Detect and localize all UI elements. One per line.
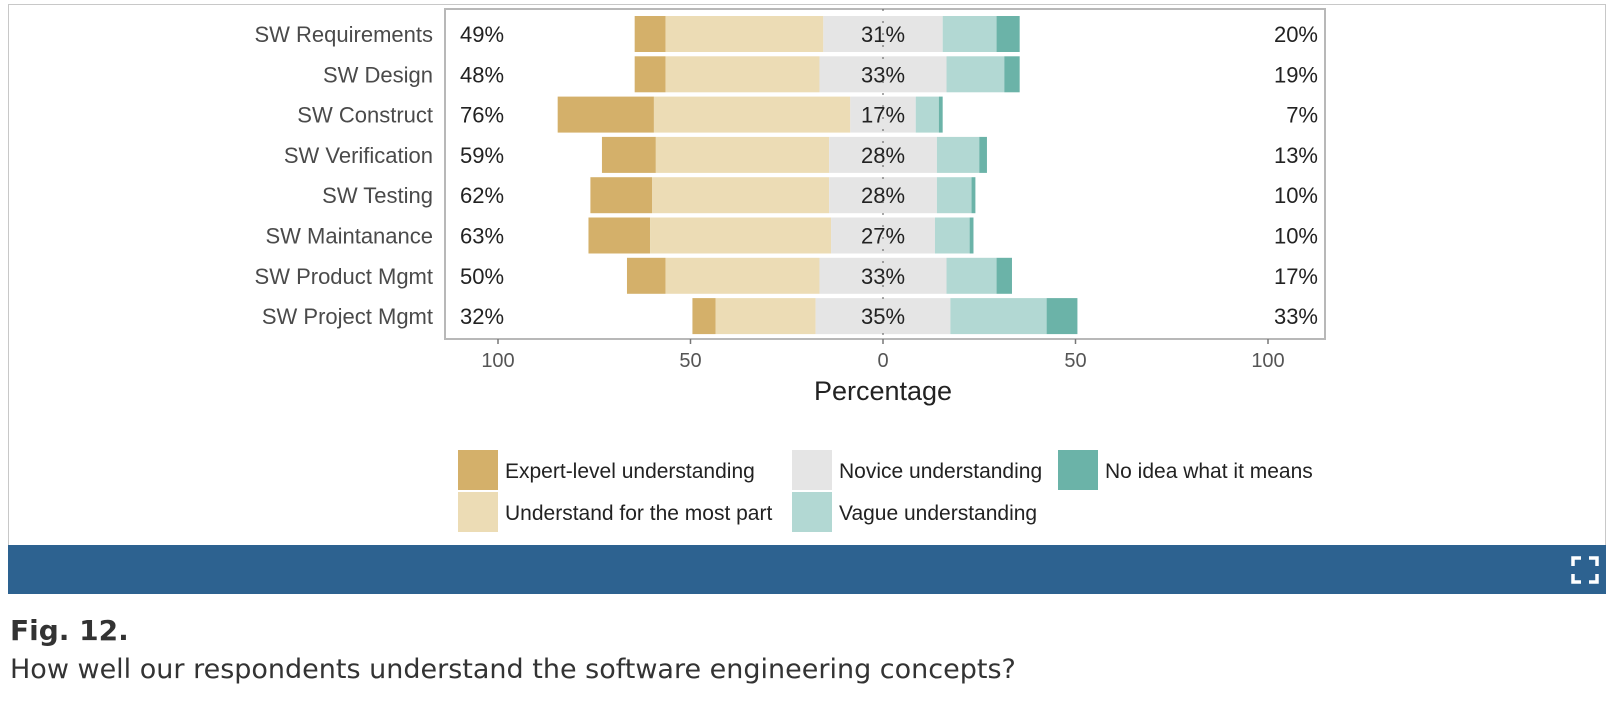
bar-sw-verification-no-idea-what-it-means (979, 136, 987, 173)
right-percent-label: 7% (1286, 103, 1318, 128)
figure-frame: SW Requirements SW Design SW Construct SW V… (8, 4, 1606, 594)
center-percent-label: 33% (861, 62, 905, 87)
bar-sw-requirements-vague-understanding (942, 16, 997, 52)
bar-sw-product-mgmt-understand-for-the-most-part (665, 257, 820, 294)
likert-chart: SW Requirements SW Design SW Construct SW V… (254, 8, 1326, 532)
value-labels: 49% 31% 20%48% 33% 19%76% 17% 7%59% 28% 13%62% 28… (460, 22, 1318, 329)
bar-sw-project-mgmt-expert-level-understanding (692, 298, 716, 335)
x-tick-label: 100 (481, 350, 514, 372)
left-percent-label: 49% (460, 22, 504, 47)
bar-sw-maintanance-understand-for-the-most-part (650, 217, 832, 254)
left-percent-label: 63% (460, 224, 504, 249)
legend-swatch-expert-level-understanding (458, 450, 498, 490)
bar-sw-requirements-understand-for-the-most-part (665, 16, 824, 52)
bar-sw-design-no-idea-what-it-means (1004, 56, 1020, 93)
center-percent-label: 28% (861, 143, 905, 168)
bar-sw-construct-expert-level-understanding (557, 96, 654, 133)
category-labels: SW Requirements SW Design SW Construct SW V… (254, 22, 433, 329)
bar-sw-testing-expert-level-understanding (590, 177, 652, 214)
category-label: SW Testing (322, 183, 433, 208)
center-percent-label: 35% (861, 304, 905, 329)
left-percent-label: 59% (460, 143, 504, 168)
bar-sw-design-vague-understanding (946, 56, 1005, 93)
bar-sw-maintanance-no-idea-what-it-means (969, 217, 974, 254)
category-label: SW Design (323, 62, 433, 87)
right-percent-label: 13% (1274, 143, 1318, 168)
bar-sw-verification-understand-for-the-most-part (655, 136, 830, 173)
legend-swatch-no-idea-what-it-means (1058, 450, 1098, 490)
bar-sw-requirements-expert-level-understanding (634, 16, 666, 52)
bar-sw-design-expert-level-understanding (634, 56, 666, 93)
bar-sw-project-mgmt-no-idea-what-it-means (1046, 298, 1078, 335)
bar-sw-testing-no-idea-what-it-means (971, 177, 976, 214)
left-percent-label: 76% (460, 103, 504, 128)
category-label: SW Project Mgmt (262, 304, 433, 329)
left-percent-label: 50% (460, 264, 504, 289)
bars (557, 16, 1078, 335)
bar-sw-design-understand-for-the-most-part (665, 56, 820, 93)
bar-sw-construct-vague-understanding (915, 96, 939, 133)
expand-icon[interactable] (1570, 555, 1600, 585)
figure-label: Fig. 12. (10, 614, 129, 647)
bar-sw-product-mgmt-no-idea-what-it-means (996, 257, 1012, 294)
x-tick-label: 50 (1064, 350, 1086, 372)
bar-sw-project-mgmt-vague-understanding (950, 298, 1047, 335)
right-percent-label: 33% (1274, 304, 1318, 329)
legend-swatch-understand-for-the-most-part (458, 492, 498, 532)
bar-sw-product-mgmt-novice-understanding (819, 257, 947, 294)
left-percent-label: 62% (460, 183, 504, 208)
bar-sw-testing-novice-understanding (829, 177, 937, 214)
category-label: SW Product Mgmt (255, 264, 433, 289)
center-percent-label: 28% (861, 183, 905, 208)
legend-label: Understand for the most part (505, 502, 772, 525)
center-percent-label: 27% (861, 224, 905, 249)
bar-sw-requirements-no-idea-what-it-means (996, 16, 1020, 52)
right-percent-label: 10% (1274, 224, 1318, 249)
x-tick-label: 100 (1251, 350, 1284, 372)
bar-sw-testing-understand-for-the-most-part (652, 177, 830, 214)
left-percent-label: 32% (460, 304, 504, 329)
x-tick-label: 50 (679, 350, 701, 372)
category-label: SW Construct (297, 103, 433, 128)
category-label: SW Maintanance (265, 224, 433, 249)
bar-sw-project-mgmt-novice-understanding (815, 298, 951, 335)
right-percent-label: 10% (1274, 183, 1318, 208)
right-percent-label: 20% (1274, 22, 1318, 47)
bar-sw-construct-no-idea-what-it-means (938, 96, 943, 133)
bar-sw-maintanance-expert-level-understanding (588, 217, 651, 254)
bar-sw-design-novice-understanding (819, 56, 947, 93)
x-axis: 100 50 0 50 100 Percentage (481, 9, 1285, 406)
center-percent-label: 33% (861, 264, 905, 289)
legend-swatch-novice-understanding (792, 450, 832, 490)
figure-caption: How well our respondents understand the … (10, 654, 1016, 685)
bar-sw-construct-understand-for-the-most-part (653, 96, 851, 133)
legend-swatch-vague-understanding (792, 492, 832, 532)
legend-label: Novice understanding (839, 460, 1042, 483)
bar-sw-construct-novice-understanding (850, 96, 916, 133)
x-tick-label: 0 (877, 350, 888, 372)
category-label: SW Verification (284, 143, 433, 168)
left-percent-label: 48% (460, 62, 504, 87)
bar-sw-maintanance-vague-understanding (934, 217, 970, 254)
bar-sw-product-mgmt-vague-understanding (946, 257, 997, 294)
legend-label: Expert-level understanding (505, 460, 755, 483)
bar-sw-testing-vague-understanding (936, 177, 972, 214)
bar-sw-verification-vague-understanding (936, 136, 980, 173)
legend-label: Vague understanding (839, 502, 1037, 525)
legend: Expert-level understanding Novice underst… (458, 450, 1313, 532)
figure-toolbar (8, 545, 1606, 594)
x-axis-title: Percentage (814, 376, 952, 406)
right-percent-label: 17% (1274, 264, 1318, 289)
bar-sw-maintanance-novice-understanding (831, 217, 935, 254)
right-percent-label: 19% (1274, 62, 1318, 87)
category-label: SW Requirements (254, 22, 433, 47)
bar-sw-project-mgmt-understand-for-the-most-part (715, 298, 816, 335)
bar-sw-product-mgmt-expert-level-understanding (626, 257, 666, 294)
bar-sw-verification-expert-level-understanding (601, 136, 656, 173)
legend-label: No idea what it means (1105, 460, 1313, 483)
